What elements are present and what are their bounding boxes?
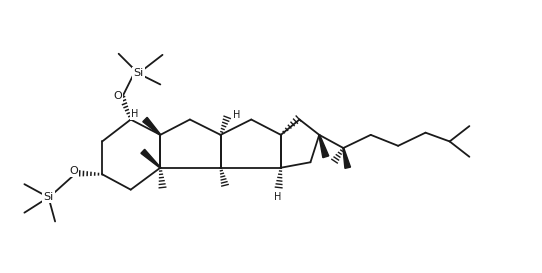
Text: O: O [113,91,122,102]
Text: H: H [274,192,281,202]
Polygon shape [319,135,329,158]
Text: Si: Si [43,192,54,202]
Polygon shape [141,149,160,168]
Text: Si: Si [133,69,144,78]
Polygon shape [343,148,351,168]
Text: H: H [131,109,139,119]
Polygon shape [143,117,160,135]
Text: H: H [234,110,241,120]
Text: O: O [69,166,78,176]
